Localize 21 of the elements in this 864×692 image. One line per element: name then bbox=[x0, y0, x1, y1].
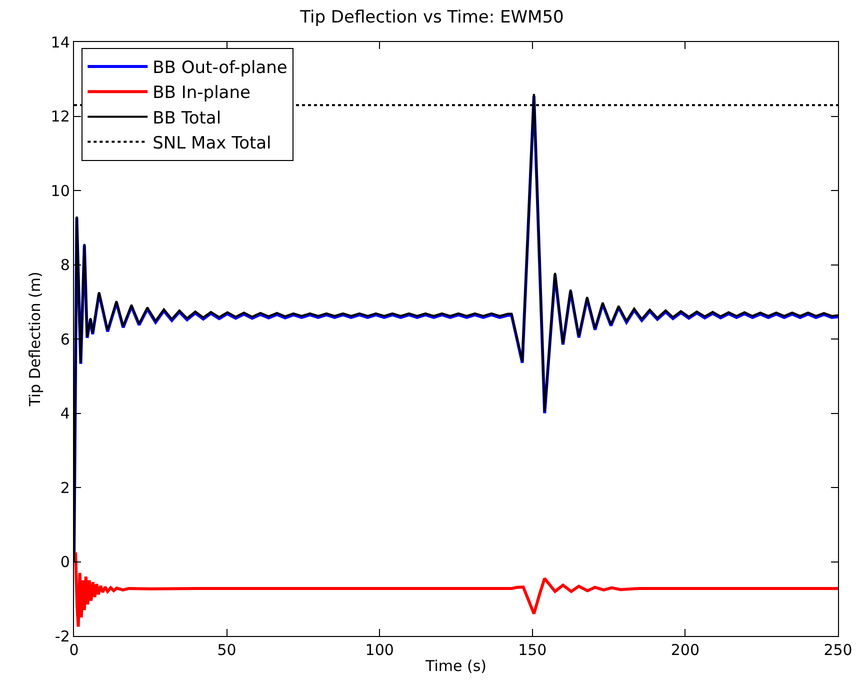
x-tick-label: 250 bbox=[824, 641, 852, 660]
y-axis-title: Tip Deflection (m) bbox=[26, 272, 44, 408]
x-tick-label: 200 bbox=[670, 641, 700, 660]
x-tick-label: 100 bbox=[365, 641, 394, 660]
y-tick-label: 8 bbox=[60, 256, 70, 274]
x-tick-label: 50 bbox=[217, 641, 236, 660]
y-tick-label: 14 bbox=[50, 33, 70, 52]
chart-title: Tip Deflection vs Time: EWM50 bbox=[299, 7, 564, 28]
legend-label: SNL Max Total bbox=[152, 133, 272, 154]
x-axis-title: Time (s) bbox=[424, 657, 486, 676]
x-tick-label: 150 bbox=[518, 641, 547, 660]
y-tick-label: 12 bbox=[50, 108, 70, 126]
y-tick-label: -2 bbox=[54, 627, 70, 646]
legend-label: BB Total bbox=[152, 108, 222, 128]
legend-label: BB Out-of-plane bbox=[152, 58, 288, 78]
y-tick-label: 6 bbox=[60, 330, 70, 348]
y-tick-label: 0 bbox=[60, 553, 70, 571]
y-tick-label: 10 bbox=[50, 182, 70, 200]
y-tick-label: 4 bbox=[60, 404, 70, 422]
y-tick-label: 2 bbox=[60, 478, 70, 497]
legend-label: BB In-plane bbox=[152, 83, 250, 104]
